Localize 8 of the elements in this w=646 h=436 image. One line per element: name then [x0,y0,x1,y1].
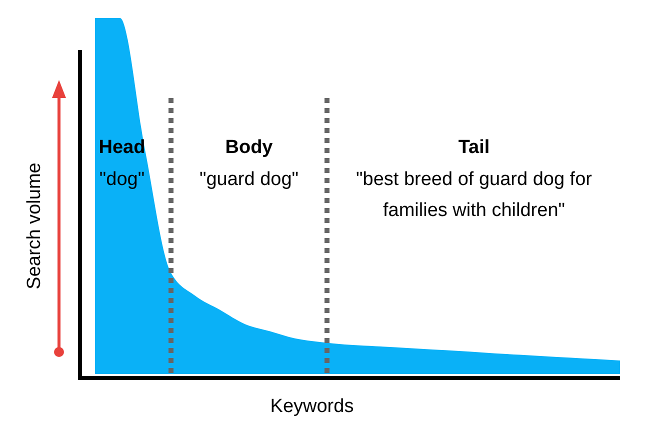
y-axis-title: Search volume [24,162,45,290]
x-axis-title: Keywords [270,396,354,417]
annotation: "guard dog" [199,169,299,190]
annotation: "dog" [99,169,145,190]
annotation: Head [98,137,146,158]
annotation: "best breed of guard dog for families with children" [356,169,593,221]
annotation: Body [225,137,274,158]
annotation: Tail [458,137,490,158]
